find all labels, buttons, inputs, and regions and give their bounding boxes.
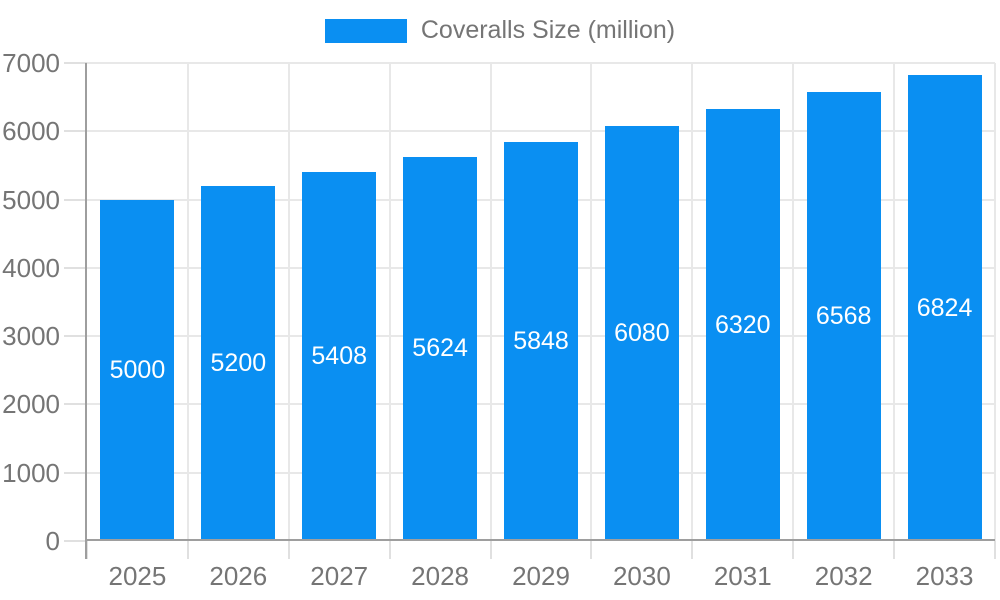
x-axis-tick <box>792 541 795 559</box>
y-axis-tick <box>64 62 87 64</box>
y-axis-tick <box>64 403 87 406</box>
bar: 5848 <box>504 141 578 541</box>
x-axis-tick <box>590 541 593 559</box>
y-axis-tick <box>64 335 87 338</box>
bar-value-label: 6568 <box>815 302 872 331</box>
y-axis-tick <box>64 130 87 133</box>
legend-swatch <box>324 18 407 43</box>
x-axis-tick <box>893 541 896 559</box>
x-axis-tick <box>388 541 391 559</box>
x-tick-label: 2026 <box>209 561 268 591</box>
bar: 5624 <box>403 156 478 541</box>
x-axis-tick <box>86 541 88 559</box>
y-tick-label: 2000 <box>2 389 60 420</box>
gridline-vertical <box>994 63 996 541</box>
gridline-horizontal <box>87 62 995 64</box>
gridline-horizontal <box>87 130 995 133</box>
bar: 6824 <box>907 75 982 541</box>
bar: 5000 <box>100 199 175 541</box>
x-axis-tick <box>691 541 694 559</box>
x-tick-label: 2025 <box>108 561 167 591</box>
bar: 6080 <box>604 125 679 541</box>
bar: 6568 <box>806 92 881 541</box>
bar-value-label: 5408 <box>311 341 368 370</box>
bar: 5200 <box>201 185 276 541</box>
gridline-vertical <box>792 63 795 541</box>
gridline-vertical <box>287 63 290 541</box>
x-axis-tick <box>489 541 492 559</box>
x-tick-label: 2032 <box>814 561 873 591</box>
y-tick-label: 3000 <box>2 321 60 352</box>
y-axis-tick <box>64 198 87 201</box>
y-tick-label: 4000 <box>2 252 60 283</box>
bar-value-label: 5624 <box>412 334 468 363</box>
x-axis-tick <box>994 541 996 559</box>
y-tick-label: 5000 <box>2 184 60 215</box>
x-tick-label: 2033 <box>915 561 974 591</box>
bar-value-label: 5200 <box>210 348 267 377</box>
gridline-vertical <box>893 63 896 541</box>
gridline-vertical <box>489 63 492 541</box>
x-tick-label: 2030 <box>612 561 671 591</box>
y-axis-line <box>85 63 87 559</box>
x-tick-label: 2028 <box>411 561 470 591</box>
y-axis-tick <box>64 471 87 474</box>
bar-value-label: 6320 <box>714 310 771 339</box>
bar-value-label: 6080 <box>614 318 670 347</box>
legend: Coveralls Size (million) <box>0 16 1000 45</box>
x-tick-label: 2031 <box>713 561 772 591</box>
bar: 6320 <box>705 109 780 541</box>
x-tick-label: 2027 <box>310 561 369 591</box>
legend-label: Coveralls Size (million) <box>420 16 676 44</box>
gridline-vertical <box>186 63 189 541</box>
x-axis-tick <box>287 541 290 559</box>
bar-value-label: 5000 <box>109 355 166 384</box>
y-tick-label: 6000 <box>2 116 60 147</box>
y-axis-tick <box>64 540 87 542</box>
bar-value-label: 5848 <box>513 326 569 355</box>
bar-value-label: 6824 <box>916 293 973 322</box>
x-axis-line <box>85 539 995 541</box>
y-tick-label: 1000 <box>2 457 60 488</box>
x-tick-label: 2029 <box>512 561 570 591</box>
gridline-vertical <box>590 63 593 541</box>
y-axis-tick <box>64 266 87 269</box>
y-tick-label: 0 <box>45 526 60 556</box>
gridline-vertical <box>388 63 391 541</box>
gridline-vertical <box>691 63 694 541</box>
y-tick-label: 7000 <box>2 48 60 78</box>
bar: 5408 <box>302 171 377 541</box>
x-axis-tick <box>186 541 189 559</box>
